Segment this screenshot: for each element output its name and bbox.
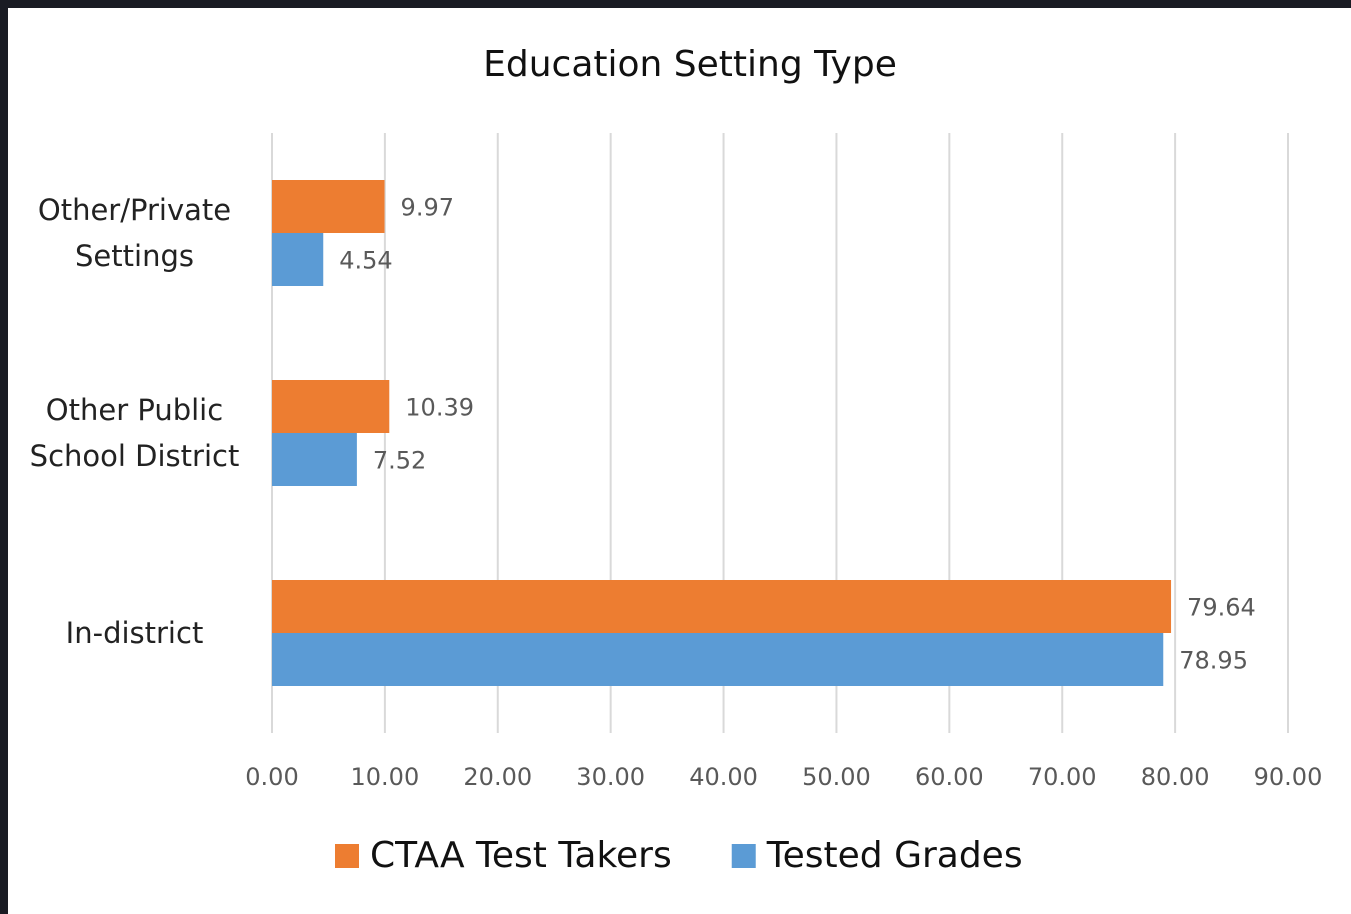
- data-label: 4.54: [339, 247, 392, 275]
- legend-swatch: [731, 844, 756, 868]
- data-label: 9.97: [401, 194, 454, 222]
- y-tick-label: Other/Private Settings: [37, 193, 232, 273]
- legend-label: CTAA Test Takers: [370, 835, 672, 876]
- data-label: 7.52: [373, 447, 426, 475]
- x-tick-label: 70.00: [1028, 763, 1097, 791]
- x-tick-label: 40.00: [689, 763, 758, 791]
- x-tick-label: 10.00: [351, 763, 420, 791]
- bar: [272, 380, 390, 433]
- bar: [272, 180, 385, 233]
- legend-label: Tested Grades: [766, 835, 1023, 876]
- y-tick-label: In-district: [65, 616, 204, 650]
- data-label: 10.39: [405, 394, 474, 422]
- x-tick-label: 90.00: [1254, 763, 1323, 791]
- x-tick-label: 30.00: [576, 763, 645, 791]
- chart-title: Education Setting Type: [483, 44, 897, 85]
- x-tick-label: 50.00: [802, 763, 871, 791]
- x-tick-label: 0.00: [245, 763, 298, 791]
- bar: [272, 233, 324, 286]
- data-label: 79.64: [1187, 594, 1256, 622]
- chart-panel: Education Setting Type 0.00 10.00 20.00 30.…: [8, 8, 1351, 914]
- x-tick-label: 20.00: [463, 763, 532, 791]
- data-label: 78.95: [1179, 647, 1248, 675]
- y-tick-label: Other Public School District: [29, 393, 240, 473]
- bar: [272, 633, 1164, 686]
- x-tick-label: 80.00: [1141, 763, 1210, 791]
- legend-swatch: [335, 844, 359, 868]
- bar: [272, 580, 1172, 633]
- chart: Education Setting Type 0.00 10.00 20.00 30.…: [245, 44, 1323, 876]
- bar: [272, 433, 357, 486]
- x-tick-label: 60.00: [915, 763, 984, 791]
